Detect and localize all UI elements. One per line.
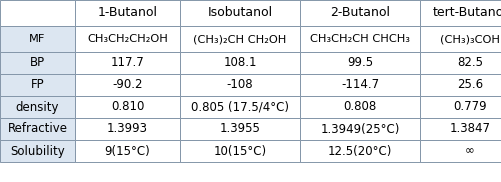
Bar <box>0 74 75 96</box>
Bar <box>420 140 501 162</box>
Text: -90.2: -90.2 <box>112 78 143 92</box>
Text: CH₃CH₂CH CHCH₃: CH₃CH₂CH CHCH₃ <box>310 34 410 44</box>
Bar <box>75 0 180 26</box>
Bar <box>180 0 300 26</box>
Text: 0.808: 0.808 <box>343 100 377 114</box>
Bar <box>75 26 180 52</box>
Bar <box>300 0 420 26</box>
Bar <box>300 52 420 74</box>
Text: tert-Butanol: tert-Butanol <box>433 7 501 19</box>
Text: 108.1: 108.1 <box>223 56 257 70</box>
Text: 1.3847: 1.3847 <box>449 122 490 136</box>
Bar <box>0 118 75 140</box>
Text: CH₃CH₂CH₂OH: CH₃CH₂CH₂OH <box>87 34 168 44</box>
Text: -114.7: -114.7 <box>341 78 379 92</box>
Text: (CH₃)₃COH: (CH₃)₃COH <box>440 34 500 44</box>
Bar <box>75 140 180 162</box>
Bar <box>420 74 501 96</box>
Text: BP: BP <box>30 56 45 70</box>
Bar <box>75 118 180 140</box>
Bar <box>420 52 501 74</box>
Bar <box>75 52 180 74</box>
Text: 25.6: 25.6 <box>457 78 483 92</box>
Text: 0.810: 0.810 <box>111 100 144 114</box>
Text: 9(15°C): 9(15°C) <box>105 145 150 157</box>
Bar <box>0 0 75 26</box>
Text: 117.7: 117.7 <box>111 56 144 70</box>
Text: Refractive: Refractive <box>8 122 68 136</box>
Text: 0.805 (17.5/4°C): 0.805 (17.5/4°C) <box>191 100 289 114</box>
Bar <box>180 118 300 140</box>
Bar <box>300 118 420 140</box>
Text: 10(15°C): 10(15°C) <box>213 145 267 157</box>
Bar <box>75 74 180 96</box>
Text: 1-Butanol: 1-Butanol <box>98 7 157 19</box>
Bar <box>180 52 300 74</box>
Text: 1.3949(25°C): 1.3949(25°C) <box>320 122 400 136</box>
Text: 99.5: 99.5 <box>347 56 373 70</box>
Text: 12.5(20°C): 12.5(20°C) <box>328 145 392 157</box>
Bar <box>180 96 300 118</box>
Text: -108: -108 <box>226 78 254 92</box>
Bar <box>420 96 501 118</box>
Text: FP: FP <box>31 78 44 92</box>
Text: ∞: ∞ <box>465 145 475 157</box>
Text: Solubility: Solubility <box>10 145 65 157</box>
Bar <box>0 26 75 52</box>
Bar <box>420 26 501 52</box>
Bar <box>0 96 75 118</box>
Text: density: density <box>16 100 59 114</box>
Bar <box>75 96 180 118</box>
Bar <box>420 118 501 140</box>
Bar <box>0 52 75 74</box>
Bar <box>180 26 300 52</box>
Bar <box>180 74 300 96</box>
Text: 1.3955: 1.3955 <box>219 122 261 136</box>
Text: Isobutanol: Isobutanol <box>207 7 273 19</box>
Bar <box>300 74 420 96</box>
Text: 82.5: 82.5 <box>457 56 483 70</box>
Bar <box>0 140 75 162</box>
Text: MF: MF <box>30 34 46 44</box>
Text: (CH₃)₂CH CH₂OH: (CH₃)₂CH CH₂OH <box>193 34 287 44</box>
Bar <box>180 140 300 162</box>
Bar <box>300 140 420 162</box>
Bar <box>300 26 420 52</box>
Text: 1.3993: 1.3993 <box>107 122 148 136</box>
Text: 0.779: 0.779 <box>453 100 487 114</box>
Text: 2-Butanol: 2-Butanol <box>330 7 390 19</box>
Bar <box>300 96 420 118</box>
Bar <box>420 0 501 26</box>
